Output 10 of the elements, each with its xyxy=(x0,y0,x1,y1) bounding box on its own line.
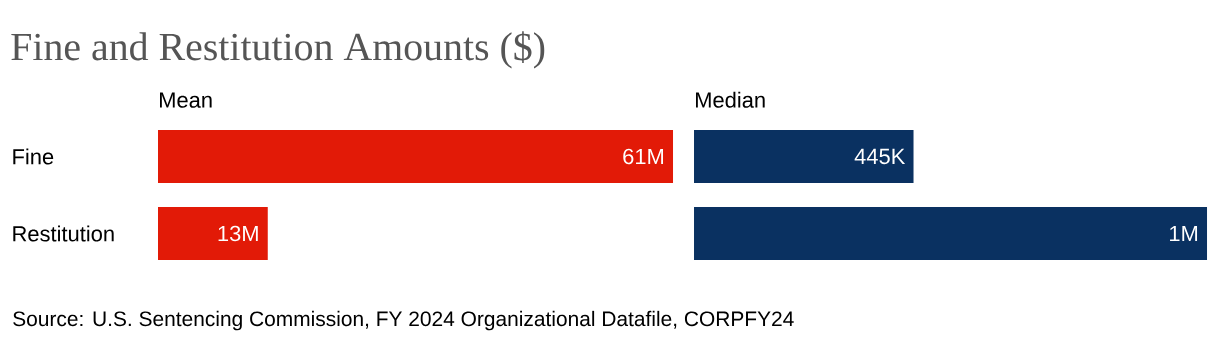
y-tick-label: Restitution xyxy=(13,225,114,242)
chart-title: Mean xyxy=(160,92,212,108)
data-label: 1M xyxy=(1170,225,1198,242)
chart-title: Median xyxy=(696,91,765,108)
source-note: Source: U.S. Sentencing Commission, FY 2024 Organizational Datafile, CORPFY24 xyxy=(13,310,794,331)
data-label: 13M xyxy=(218,225,258,242)
data-label: 61M xyxy=(623,148,664,165)
y-tick-label: Fine xyxy=(13,148,54,165)
data-label: 445K xyxy=(854,148,906,165)
text: Fine and Restitution Amounts ($) xyxy=(11,31,545,69)
